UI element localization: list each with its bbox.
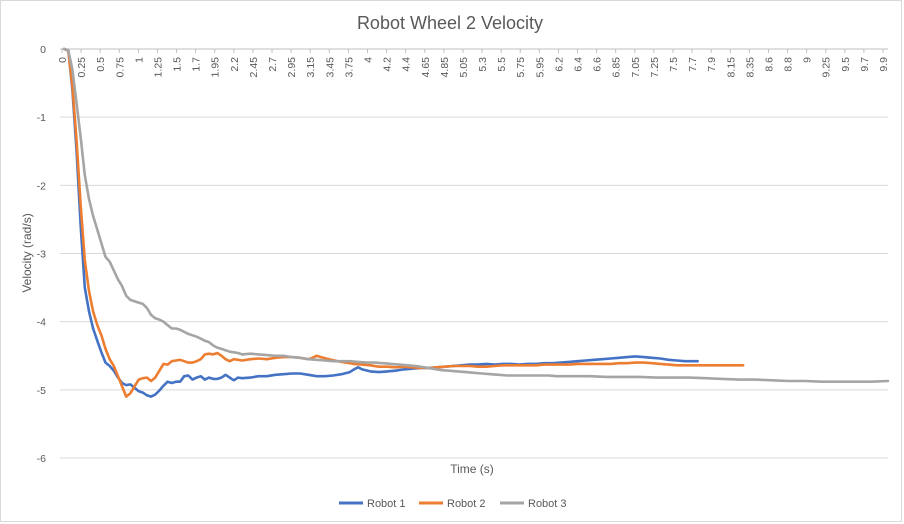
x-tick-label: 8.6 <box>763 57 775 72</box>
x-tick-labels: 0 0.25 0.5 0.75 1 1.25 1.5 1.7 1.95 2.2 2.45 2.7 2.9… <box>57 49 890 77</box>
x-tick-label: 0.75 <box>114 57 126 78</box>
x-tick-label: 5.75 <box>515 57 527 78</box>
x-tick-label: 8.15 <box>725 57 737 78</box>
x-tick-label: 2.95 <box>286 57 298 78</box>
x-tick-label: 8.8 <box>783 57 795 72</box>
y-tick-label: -4 <box>37 317 46 329</box>
x-tick-label: 3.75 <box>343 57 355 78</box>
x-tick-label: 4.65 <box>420 57 432 78</box>
x-tick-label: 7.5 <box>668 57 680 72</box>
x-tick-label: 0 <box>57 57 69 63</box>
grid <box>60 48 888 459</box>
x-tick-label: 2.2 <box>229 57 241 72</box>
chart-title: Robot Wheel 2 Velocity <box>357 13 543 33</box>
x-tick-label: 1 <box>133 57 145 63</box>
series-line-2 <box>62 47 745 398</box>
x-tick-label: 4.4 <box>401 57 413 72</box>
x-tick-label: 1.25 <box>152 57 164 78</box>
x-tick-label: 0.5 <box>95 57 107 72</box>
x-tick-label: 4.2 <box>382 57 394 72</box>
y-tick-label: -1 <box>37 112 46 124</box>
x-tick-label: 1.5 <box>172 57 184 72</box>
x-tick-label: 1.7 <box>191 57 203 72</box>
x-tick-label: 9.5 <box>840 57 852 72</box>
x-tick-label: 2.7 <box>267 57 279 72</box>
x-tick-label: 5.5 <box>496 57 508 72</box>
x-tick-label: 5.3 <box>477 57 489 72</box>
y-axis-title: Velocity (rad/s) <box>20 213 34 292</box>
x-tick-label: 6.6 <box>592 57 604 72</box>
y-tick-labels: 0 -1 -2 -3 -4 -5 -6 <box>37 44 47 465</box>
x-tick-label: 7.7 <box>687 57 699 72</box>
series-lines <box>62 47 890 398</box>
series-line-3 <box>62 47 890 384</box>
x-tick-label: 9.25 <box>821 57 833 78</box>
x-tick-label: 9.9 <box>878 57 890 72</box>
y-tick-label: -3 <box>37 249 46 261</box>
x-tick-label: 8.35 <box>744 57 756 78</box>
x-tick-label: 6.2 <box>553 57 565 72</box>
x-tick-label: 0.25 <box>76 57 88 78</box>
legend-label-2: Robot 2 <box>447 498 486 510</box>
x-tick-label: 1.95 <box>210 57 222 78</box>
x-tick-label: 9 <box>802 57 814 63</box>
y-tick-label: -6 <box>37 453 46 465</box>
x-tick-label: 5.95 <box>534 57 546 78</box>
y-tick-label: -2 <box>37 180 46 192</box>
x-tick-label: 5.05 <box>458 57 470 78</box>
x-tick-label: 2.45 <box>248 57 260 78</box>
x-axis-title: Time (s) <box>450 462 494 476</box>
x-tick-label: 9.7 <box>859 57 871 72</box>
y-tick-label: 0 <box>40 44 46 56</box>
legend-label-3: Robot 3 <box>528 498 567 510</box>
x-tick-label: 4 <box>362 57 374 63</box>
y-tick-label: -5 <box>37 385 46 397</box>
x-tick-label: 6.4 <box>573 57 585 72</box>
series-line-1 <box>62 47 699 398</box>
x-tick-label: 7.25 <box>649 57 661 78</box>
x-tick-label: 6.85 <box>611 57 623 78</box>
x-tick-label: 7.9 <box>706 57 718 72</box>
x-tick-label: 4.85 <box>439 57 451 78</box>
x-tick-label: 3.45 <box>324 57 336 78</box>
x-tick-label: 3.15 <box>305 57 317 78</box>
legend: Robot 1 Robot 2 Robot 3 <box>339 498 567 510</box>
legend-label-1: Robot 1 <box>367 498 406 510</box>
x-tick-label: 7.05 <box>630 57 642 78</box>
